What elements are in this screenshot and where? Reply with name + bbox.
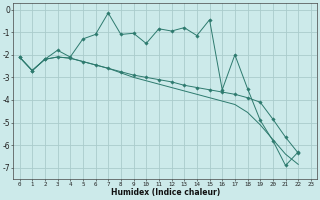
X-axis label: Humidex (Indice chaleur): Humidex (Indice chaleur) (111, 188, 220, 197)
